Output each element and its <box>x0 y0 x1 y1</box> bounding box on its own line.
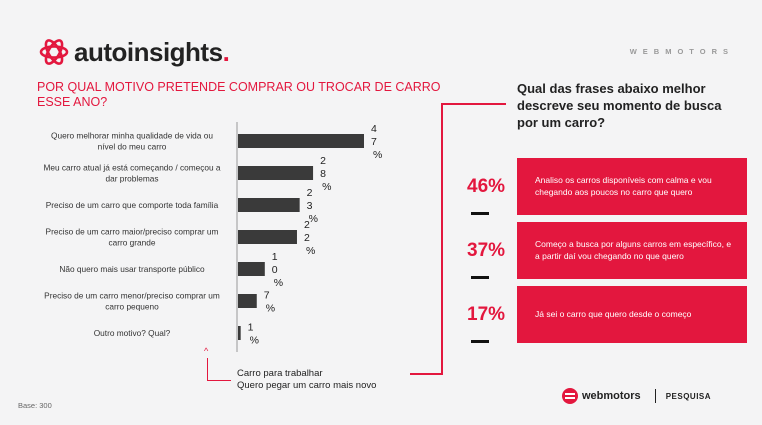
category-label: Não quero mais usar transporte público <box>59 264 205 274</box>
category-label: Quero melhorar minha qualidade de vida o… <box>51 131 213 152</box>
annotation-line: Quero pegar um carro mais novo <box>237 380 377 391</box>
value-label: 2 2% <box>304 219 315 257</box>
annotation-connector <box>207 380 231 381</box>
option-percent: 37% <box>467 240 506 261</box>
right-question-title: Qual das frases abaixo melhor descreve s… <box>517 81 722 130</box>
option-percent: 17% <box>467 304 506 325</box>
category-label: Preciso de um carro maior/preciso compra… <box>46 227 219 248</box>
value-label: 2 3% <box>307 187 318 225</box>
bar <box>238 294 257 308</box>
webmotors-watermark: WEBMOTORS <box>629 47 734 56</box>
left-question-title: POR QUAL MOTIVO PRETENDE COMPRAR OU TROC… <box>37 80 441 109</box>
value-label: 1% <box>248 322 259 347</box>
footer-section-label: PESQUISA <box>665 391 712 401</box>
option-card: Começo a busca por alguns carros em espe… <box>517 222 747 279</box>
bar <box>238 262 265 276</box>
category-label: Preciso de um carro menor/preciso compra… <box>44 291 220 312</box>
option-percent: 46% <box>467 176 506 197</box>
bar <box>238 230 297 244</box>
footer-divider <box>654 389 656 403</box>
annotation-connector <box>207 358 208 380</box>
webmotors-wordmark: webmotors <box>582 390 641 402</box>
bracket-line <box>441 103 506 105</box>
bar <box>238 134 364 148</box>
bar <box>238 166 314 180</box>
bracket-line <box>441 103 443 375</box>
annotation-text: Carro para trabalhar Quero pegar um carr… <box>237 368 376 392</box>
category-label: Outro motivo? Qual? <box>94 328 171 338</box>
base-note: Base: 300 <box>18 401 52 410</box>
autoinsights-logo: autoinsights. <box>38 36 230 67</box>
option-card: Analiso os carros disponíveis com calma … <box>517 158 747 215</box>
bar <box>238 198 300 212</box>
option-dash <box>471 276 489 279</box>
bar <box>238 326 241 340</box>
value-label: 4 7% <box>371 123 382 161</box>
value-label: 2 8% <box>320 155 331 193</box>
webmotors-footer-logo: webmotors PESQUISA <box>562 387 711 405</box>
value-label: 1 0% <box>272 251 283 289</box>
category-label: Meu carro atual já está começando / come… <box>43 163 220 184</box>
webmotors-icon <box>562 388 578 404</box>
option-dash <box>471 340 489 343</box>
bracket-line <box>410 373 443 375</box>
reasons-bar-chart: Quero melhorar minha qualidade de vida o… <box>43 122 382 352</box>
category-label: Preciso de um carro que comporte toda fa… <box>46 200 219 210</box>
annotation-line: Carro para trabalhar <box>237 368 323 379</box>
atom-icon <box>39 39 69 65</box>
option-dash <box>471 212 489 215</box>
logo-wordmark: autoinsights. <box>74 36 230 67</box>
annotation-arrow-icon: ^ <box>204 346 209 356</box>
option-card: Já sei o carro que quero desde o começo <box>517 286 747 343</box>
value-label: 7% <box>264 290 275 315</box>
